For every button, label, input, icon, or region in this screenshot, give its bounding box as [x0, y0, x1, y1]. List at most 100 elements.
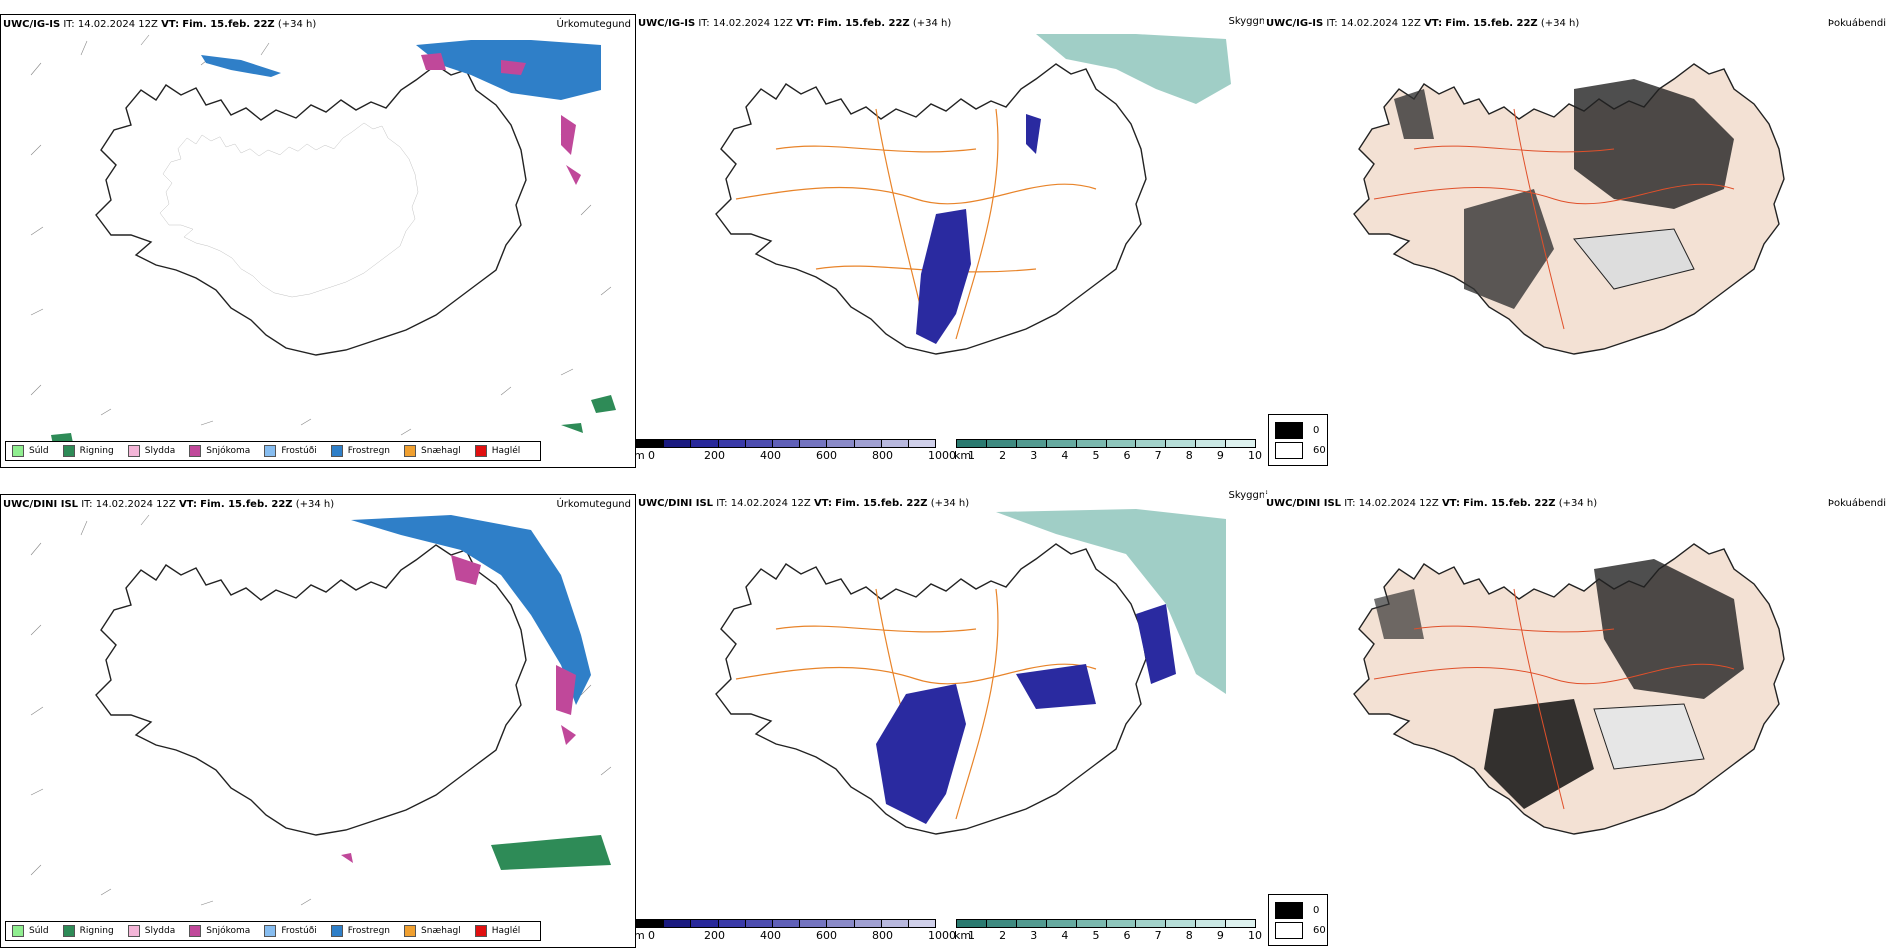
colorbar-unit: km: [954, 449, 972, 462]
ceiling-panel-row1: UWC/IG-IS IT: 14.02.2024 12Z VT: Fim. 15…: [634, 14, 1272, 468]
panel-header: UWC/IG-IS IT: 14.02.2024 12Z VT: Fim. 15…: [638, 18, 952, 29]
legend-label: Snæhagl: [421, 446, 461, 456]
legend-swatch: [62, 445, 75, 457]
legend-label: Frostregn: [347, 446, 391, 456]
precip-legend-item: Frostregn: [330, 445, 391, 457]
precip-legend-item: Snjókoma: [189, 445, 250, 457]
panel-type-title: Úrkomutegund: [556, 499, 631, 510]
fog-map: [1353, 63, 1785, 355]
precip-legend-item: Frostúði: [264, 445, 317, 457]
precip-legend-item: Súld: [12, 925, 49, 937]
colorbar-cell: [1076, 440, 1107, 447]
colorbar-tick: 600: [816, 929, 837, 942]
legend-swatch: [330, 445, 343, 457]
colorbar-tick: 10: [1248, 929, 1262, 942]
colorbar-cell: [854, 440, 882, 447]
colorbar-tick: 200: [704, 449, 725, 462]
colorbar-cell: [1136, 920, 1167, 927]
colorbar-cell: [1106, 440, 1137, 447]
colorbar-cell: [718, 920, 746, 927]
colorbar-cell: [800, 440, 828, 447]
colorbar-cell: [881, 920, 909, 927]
precip-legend-item: Haglél: [474, 445, 521, 457]
colorbar-tick: 0: [648, 929, 655, 942]
colorbar-cell: [1016, 920, 1047, 927]
fog-legend: 0 60: [1268, 414, 1328, 466]
panel-header: UWC/DINI ISL IT: 14.02.2024 12Z VT: Fim.…: [3, 499, 335, 510]
colorbar-cell: [1196, 920, 1227, 927]
colorbar-tick: 3: [1030, 449, 1038, 462]
precip-legend-item: Slydda: [127, 925, 176, 937]
legend-swatch: [264, 445, 277, 457]
legend-swatch: [474, 925, 487, 937]
precip-map: [30, 514, 612, 906]
colorbar-tick: 7: [1154, 449, 1162, 462]
colorbar-tick: 800: [872, 929, 893, 942]
colorbar-cell: [908, 440, 936, 447]
fog-legend-label: 60: [1313, 925, 1326, 936]
colorbar-tick: 7: [1154, 929, 1162, 942]
legend-swatch: [474, 445, 487, 457]
legend-label: Haglél: [491, 926, 521, 936]
colorbar-cell: [1196, 440, 1227, 447]
fog-panel-row2: UWC/DINI ISL IT: 14.02.2024 12Z VT: Fim.…: [1264, 494, 1900, 948]
precip-legend-item: Rigning: [62, 445, 114, 457]
legend-label: Súld: [29, 926, 49, 936]
legend-swatch: [264, 925, 277, 937]
colorbar-cell: [691, 920, 719, 927]
fog-legend-label: 0: [1313, 425, 1320, 436]
colorbar-cell: [718, 440, 746, 447]
legend-swatch: [404, 445, 417, 457]
legend-label: Haglél: [491, 446, 521, 456]
precip-legend-item: Súld: [12, 445, 49, 457]
ceiling-colorbar: m 0 200 400 600 800 1000: [634, 439, 956, 462]
colorbar-tick: 4: [1061, 449, 1069, 462]
colorbar-cell: [772, 440, 801, 447]
ceiling-panel-row2: UWC/DINI ISL IT: 14.02.2024 12Z VT: Fim.…: [634, 490, 1272, 948]
ceiling-map: [715, 509, 1226, 835]
colorbar-cell: [986, 920, 1017, 927]
colorbar-tick: 600: [816, 449, 837, 462]
colorbar-tick: 1: [968, 449, 975, 462]
colorbar-unit: km: [954, 929, 972, 942]
colorbar-tick: 9: [1216, 449, 1224, 462]
legend-swatch: [330, 925, 343, 937]
legend-label: Slydda: [144, 926, 176, 936]
visibility-colorbar: km 1 2 3 4 5 6 7 8 9 10: [954, 439, 1262, 462]
legend-swatch: [404, 925, 417, 937]
precip-panel-row2: UWC/DINI ISL IT: 14.02.2024 12Z VT: Fim.…: [0, 494, 636, 948]
colorbar-cell: [745, 440, 773, 447]
precip-legend-item: Frostúði: [264, 925, 317, 937]
precip-panel-row1: UWC/IG-IS IT: 14.02.2024 12Z VT: Fim. 15…: [0, 14, 636, 468]
panel-header: UWC/IG-IS IT: 14.02.2024 12Z VT: Fim. 15…: [1266, 18, 1580, 29]
panel-header: UWC/IG-IS IT: 14.02.2024 12Z VT: Fim. 15…: [3, 19, 317, 30]
panel-type-title: Þokuábendi: [1827, 18, 1886, 29]
colorbar-tick: 6: [1123, 929, 1131, 942]
colorbar-tick: 8: [1185, 449, 1193, 462]
colorbar-tick: 8: [1185, 929, 1193, 942]
colorbar-cell: [1166, 440, 1197, 447]
colorbar-cell: [1076, 920, 1107, 927]
colorbar-tick: 1: [968, 929, 975, 942]
legend-label: Frostúði: [281, 446, 317, 456]
fog-swatch: [1275, 922, 1303, 939]
colorbar-cell: [827, 920, 855, 927]
colorbar-cell: [1226, 440, 1256, 447]
precip-map: [30, 34, 616, 445]
colorbar-tick: 3: [1030, 929, 1038, 942]
colorbar-cell: [827, 440, 855, 447]
colorbar-tick: 1000: [928, 929, 956, 942]
colorbar-cell: [881, 440, 909, 447]
precip-legend: Súld Rigning Slydda Snjókoma Frostúði Frostre…: [5, 921, 542, 941]
legend-label: Rigning: [79, 926, 114, 936]
fog-legend-label: 60: [1313, 445, 1326, 456]
legend-label: Frostúði: [281, 926, 317, 936]
panel-header: UWC/DINI ISL IT: 14.02.2024 12Z VT: Fim.…: [638, 498, 970, 509]
fog-panel-row1: UWC/IG-IS IT: 14.02.2024 12Z VT: Fim. 15…: [1264, 14, 1900, 468]
colorbar-tick: 0: [648, 449, 655, 462]
colorbar-tick: 400: [760, 449, 781, 462]
legend-swatch: [12, 925, 24, 937]
colorbar-unit: m: [634, 449, 645, 462]
precip-legend-item: Snæhagl: [404, 925, 461, 937]
ceiling-colorbar: m 0 200 400 600 800 1000: [634, 919, 956, 942]
